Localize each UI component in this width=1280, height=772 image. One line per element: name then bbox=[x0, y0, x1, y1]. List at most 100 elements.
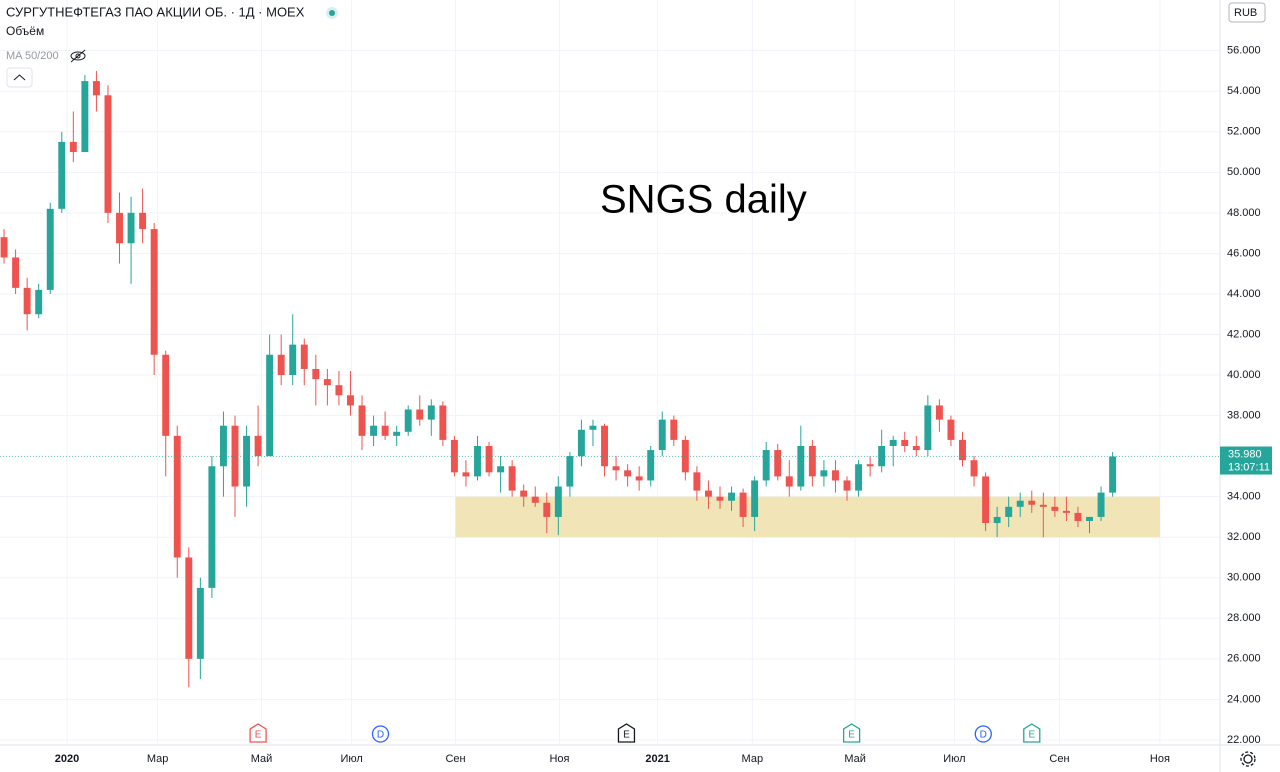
candle-body bbox=[601, 425, 608, 467]
y-tick-label: 48.000 bbox=[1227, 207, 1261, 219]
candle-body bbox=[785, 476, 793, 487]
candle-body bbox=[728, 492, 736, 501]
x-tick-label: Июл bbox=[943, 753, 965, 765]
y-tick-label: 28.000 bbox=[1227, 612, 1261, 624]
candle-body bbox=[81, 81, 89, 153]
candle-body bbox=[1097, 492, 1105, 517]
x-tick-label: Мар bbox=[147, 753, 169, 765]
y-tick-label: 24.000 bbox=[1227, 693, 1261, 705]
candle-body bbox=[947, 419, 955, 440]
candle-body bbox=[647, 450, 655, 481]
candle-body bbox=[1074, 512, 1082, 521]
x-tick-label: Июл bbox=[340, 753, 362, 765]
candle-body bbox=[935, 405, 943, 420]
candle-body bbox=[924, 405, 932, 451]
candle-body bbox=[0, 237, 8, 258]
y-tick-label: 38.000 bbox=[1227, 409, 1261, 421]
last-price-time: 13:07:11 bbox=[1228, 461, 1270, 473]
x-tick-label: 2021 bbox=[645, 753, 669, 765]
candle-body bbox=[289, 344, 297, 376]
candle-body bbox=[1109, 456, 1117, 493]
candle-body bbox=[693, 472, 701, 491]
candle-body bbox=[670, 419, 678, 440]
candle-body bbox=[404, 409, 412, 432]
candle-body bbox=[150, 229, 158, 355]
y-tick-label: 52.000 bbox=[1227, 126, 1261, 138]
candle-body bbox=[808, 445, 816, 477]
dividend-marker bbox=[974, 725, 992, 743]
candle-body bbox=[1005, 506, 1013, 517]
candle-body bbox=[843, 480, 851, 491]
candle-body bbox=[866, 464, 874, 467]
candle-body bbox=[681, 439, 689, 473]
currency-button[interactable] bbox=[1228, 2, 1266, 23]
y-tick-label: 40.000 bbox=[1227, 369, 1261, 381]
event-label: E bbox=[255, 730, 262, 741]
symbol: СУРГУТНЕФТЕГАЗ ПАО АКЦИИ ОБ. · 1Д · MOEX bbox=[6, 4, 305, 19]
grid bbox=[0, 0, 1220, 745]
y-tick-label: 22.000 bbox=[1227, 734, 1261, 746]
candle-body bbox=[474, 445, 481, 477]
candle-body bbox=[462, 472, 470, 477]
candle-body bbox=[497, 466, 505, 473]
candle-body bbox=[889, 439, 897, 446]
candle-body bbox=[624, 470, 632, 477]
event-label: E bbox=[848, 730, 855, 741]
candle-body bbox=[35, 289, 43, 315]
hide-icon[interactable] bbox=[70, 49, 86, 63]
earnings-marker bbox=[249, 723, 267, 743]
y-tick-label: 56.000 bbox=[1227, 45, 1261, 57]
candle-body bbox=[439, 405, 447, 440]
candle-body bbox=[323, 379, 331, 386]
candle-body bbox=[716, 496, 724, 501]
candle-body bbox=[450, 439, 458, 473]
y-tick-label: 26.000 bbox=[1227, 653, 1261, 665]
candle-body bbox=[774, 450, 782, 477]
event-label: D bbox=[980, 730, 987, 741]
x-tick-label: Май bbox=[251, 753, 273, 765]
candle-body bbox=[104, 95, 112, 213]
y-tick-label: 46.000 bbox=[1227, 247, 1261, 259]
last-price-box bbox=[1220, 446, 1272, 475]
collapse-button[interactable] bbox=[6, 67, 33, 88]
candle-body bbox=[1051, 506, 1059, 511]
x-tick-label: Май bbox=[844, 753, 866, 765]
event-label: E bbox=[1028, 730, 1035, 741]
y-tick-label: 42.000 bbox=[1227, 328, 1261, 340]
last-price-label: 35.980 bbox=[1228, 448, 1262, 460]
candle-body bbox=[116, 212, 123, 244]
y-tick-label: 44.000 bbox=[1227, 288, 1261, 300]
candle-body bbox=[566, 456, 574, 487]
settings-icon[interactable] bbox=[1240, 751, 1256, 767]
dividend-marker bbox=[371, 725, 390, 743]
ma-label[interactable]: MA 50/200 bbox=[6, 50, 59, 62]
candle-body bbox=[370, 425, 378, 436]
candle-body bbox=[1028, 500, 1036, 505]
candle-body bbox=[347, 395, 354, 406]
candle-body bbox=[23, 287, 31, 315]
earnings-marker bbox=[617, 723, 636, 743]
candle-body bbox=[762, 450, 770, 481]
candle-body bbox=[959, 439, 966, 461]
x-tick-label: Сен bbox=[1049, 753, 1069, 765]
x-tick-label: Сен bbox=[445, 753, 465, 765]
plot bbox=[0, 70, 1220, 688]
candle-body bbox=[577, 429, 585, 457]
candle-body bbox=[69, 141, 77, 153]
candle-body bbox=[300, 344, 308, 369]
candle-body bbox=[554, 486, 562, 517]
x-tick-label: 2020 bbox=[55, 753, 79, 765]
collapse-icon bbox=[13, 74, 26, 81]
x-tick-label: Ноя bbox=[549, 753, 569, 765]
candle-body bbox=[219, 425, 227, 467]
candle-body bbox=[704, 490, 712, 497]
candle-body bbox=[855, 464, 863, 491]
candle-body bbox=[1062, 510, 1070, 513]
volume-label[interactable]: Объём bbox=[6, 24, 44, 38]
y-tick-label: 32.000 bbox=[1227, 531, 1261, 543]
candle-body bbox=[139, 212, 147, 230]
y-tick-label: 30.000 bbox=[1227, 572, 1261, 584]
earnings-marker bbox=[842, 723, 861, 743]
